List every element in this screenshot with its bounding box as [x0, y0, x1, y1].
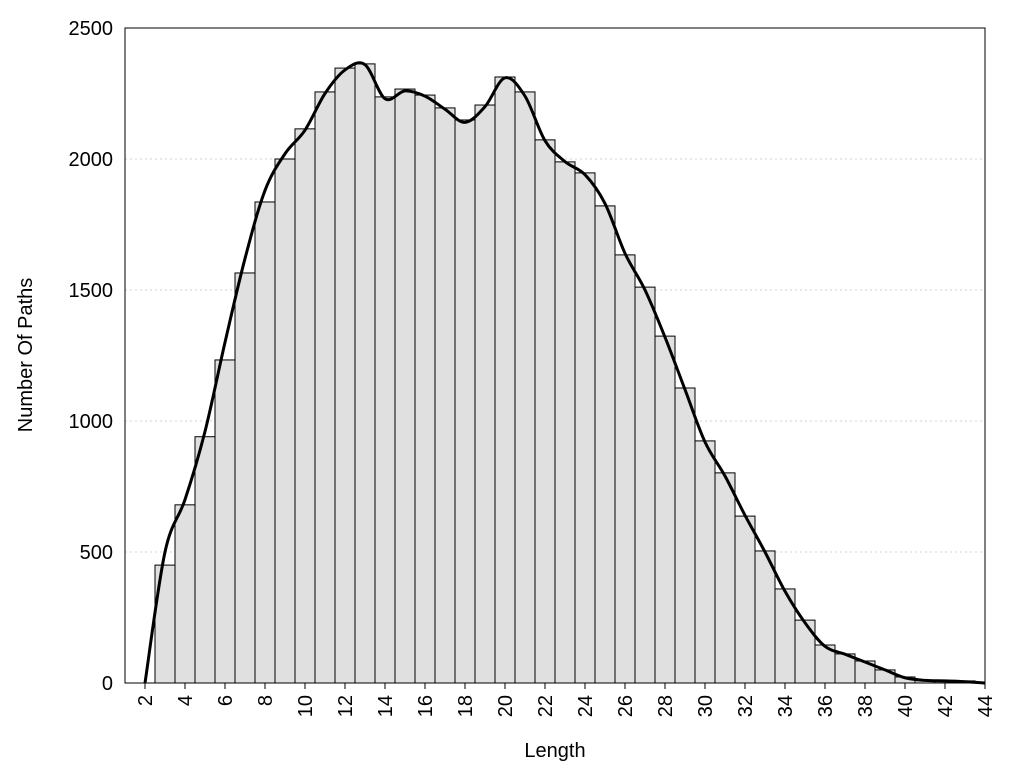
curve [143, 61, 986, 685]
bar [354, 63, 376, 684]
x-tick-label: 40 [895, 695, 917, 717]
x-tick-label: 18 [455, 695, 477, 717]
x-tick-label: 16 [415, 695, 437, 717]
y-tick-label: 0 [102, 673, 113, 695]
bar [674, 387, 696, 684]
x-tick-label: 8 [255, 695, 277, 706]
bar [494, 76, 516, 684]
x-tick-label: 2 [135, 695, 157, 706]
y-tick-label: 2000 [69, 149, 114, 171]
bar [614, 254, 636, 684]
x-tick-label: 36 [815, 695, 837, 717]
plot-frame [124, 27, 986, 684]
y-tick-label: 500 [80, 542, 113, 564]
x-tick-label: 28 [655, 695, 677, 717]
bar [594, 205, 616, 684]
x-tick-label: 10 [295, 695, 317, 717]
y-tick-label: 2500 [69, 18, 114, 40]
x-axis-label: Length [524, 740, 585, 762]
bar [474, 104, 496, 684]
bar [434, 107, 456, 684]
bar [174, 504, 196, 684]
bar [294, 128, 316, 684]
bar [794, 619, 816, 684]
bar [454, 119, 476, 684]
bar [394, 88, 416, 684]
bar [554, 161, 576, 684]
bar [334, 67, 356, 684]
y-tick-label: 1000 [69, 411, 114, 433]
y-axis-label: Number Of Paths [15, 278, 37, 433]
bar [514, 91, 536, 684]
bar [634, 286, 656, 684]
bar [274, 158, 296, 684]
bar [754, 550, 776, 684]
x-tick-label: 44 [975, 695, 997, 717]
bar [214, 359, 236, 684]
bar [714, 472, 736, 684]
x-tick-label: 4 [175, 695, 197, 706]
bar [654, 335, 676, 684]
x-tick-label: 22 [535, 695, 557, 717]
bar [694, 440, 716, 684]
x-tick-label: 20 [495, 695, 517, 717]
y-tick-label: 1500 [69, 280, 114, 302]
bar [734, 515, 756, 684]
bar [314, 91, 336, 684]
bar [234, 272, 256, 684]
x-tick-label: 24 [575, 695, 597, 717]
bar [534, 139, 556, 684]
x-tick-label: 6 [215, 695, 237, 706]
x-tick-label: 12 [335, 695, 357, 717]
bar [254, 201, 276, 684]
bar [194, 436, 216, 684]
x-tick-label: 14 [375, 695, 397, 717]
x-tick-label: 42 [935, 695, 957, 717]
x-tick-label: 38 [855, 695, 877, 717]
bar [414, 94, 436, 684]
x-tick-label: 30 [695, 695, 717, 717]
bar [574, 172, 596, 684]
x-tick-label: 32 [735, 695, 757, 717]
x-tick-label: 34 [775, 695, 797, 717]
bar [374, 96, 396, 684]
x-tick-label: 26 [615, 695, 637, 717]
